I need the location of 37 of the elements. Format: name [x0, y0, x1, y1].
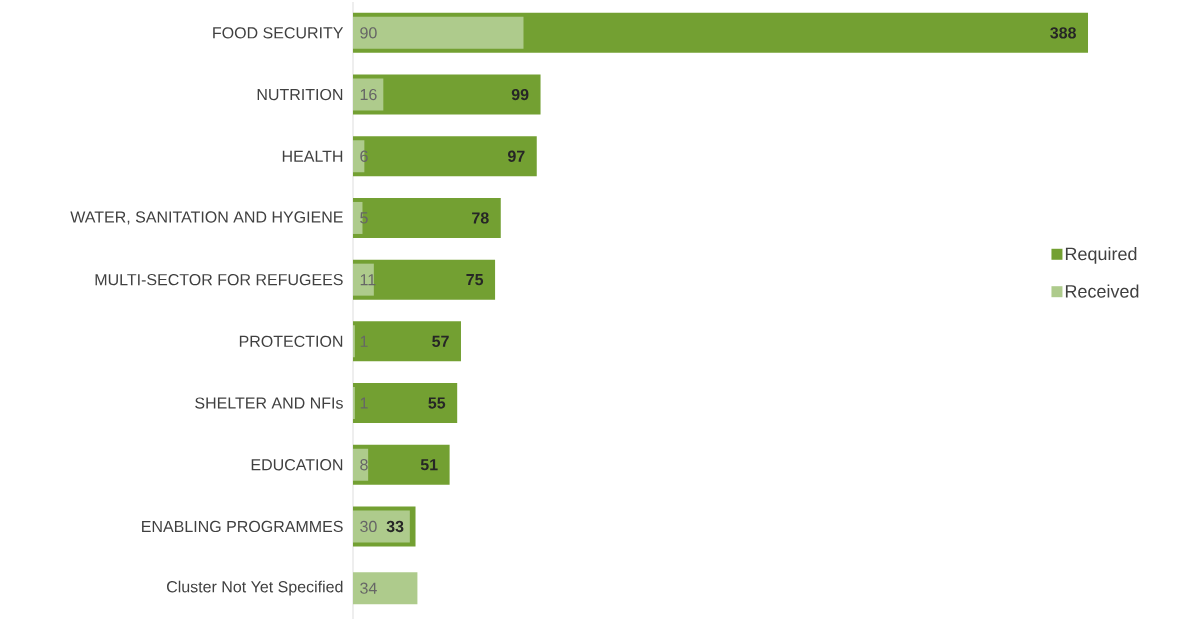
- y-tick-label: WATER, SANITATION AND HYGIENE: [70, 211, 343, 225]
- legend-label: Received: [1065, 284, 1139, 298]
- data-label: 57: [432, 335, 449, 347]
- bar: [353, 136, 537, 177]
- legend-label: Required: [1065, 247, 1137, 264]
- bar: [353, 16, 524, 49]
- bar: [353, 510, 410, 543]
- y-tick-label: ENABLING PROGRAMMES: [142, 520, 343, 533]
- y-tick-label: FOOD SECURITY: [213, 27, 344, 39]
- y-tick-label: SHELTER AND NFIs: [195, 397, 343, 409]
- data-label: 30: [360, 520, 377, 533]
- bar: [353, 383, 458, 424]
- data-label: 33: [386, 520, 404, 533]
- data-label: 78: [472, 212, 489, 224]
- bar: [353, 321, 461, 362]
- bar: [353, 572, 418, 605]
- data-label: 97: [507, 150, 525, 162]
- bar: [353, 448, 369, 481]
- y-tick-label: Cluster Not Yet Specified: [167, 580, 343, 596]
- bar: [353, 197, 501, 238]
- data-label: 16: [360, 88, 377, 101]
- data-label: 388: [1050, 27, 1076, 39]
- data-label: 75: [466, 274, 484, 286]
- data-label: 90: [360, 27, 377, 39]
- y-tick-label: PROTECTION: [239, 335, 343, 348]
- data-label: 8: [360, 459, 368, 471]
- data-label: 55: [428, 397, 446, 409]
- y-tick-label: NUTRITION: [257, 88, 343, 101]
- data-label: 1: [360, 335, 368, 347]
- y-tick-label: HEALTH: [282, 150, 343, 162]
- data-label: 51: [420, 459, 438, 471]
- data-label: 34: [360, 582, 377, 594]
- data-label: 1: [360, 397, 368, 409]
- y-tick-label: EDUCATION: [251, 459, 343, 471]
- bar: [353, 78, 384, 111]
- data-label: 99: [511, 88, 529, 101]
- y-tick-label: MULTI-SECTOR FOR REFUGEES: [95, 273, 343, 286]
